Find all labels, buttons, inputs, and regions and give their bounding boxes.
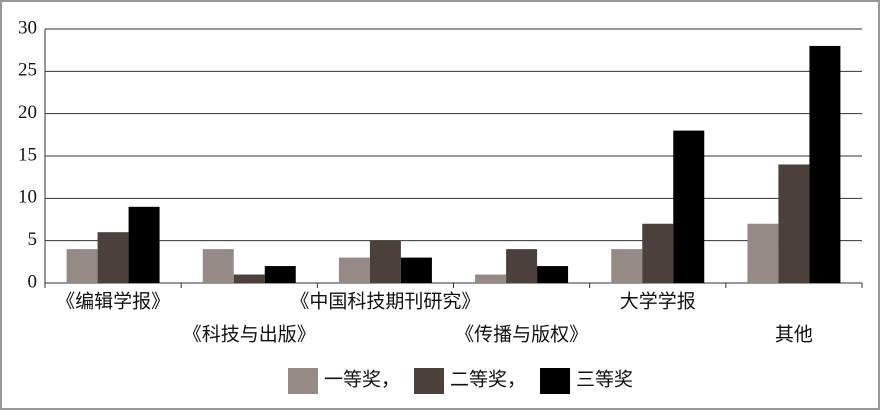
bar [97, 232, 129, 283]
legend-label: 一等奖， [324, 368, 400, 390]
bar [66, 249, 98, 283]
bar [778, 164, 810, 283]
bar [506, 249, 538, 283]
legend-swatch [288, 368, 318, 394]
legend-label: 二等奖， [450, 368, 526, 390]
bar [673, 130, 705, 283]
bar [642, 223, 674, 283]
bar [128, 206, 160, 283]
bar [747, 223, 779, 283]
bar [400, 257, 432, 283]
bar [475, 274, 507, 283]
y-tick-label: 15 [18, 144, 37, 165]
bar [369, 240, 401, 283]
x-tick-label: 《科技与出版》 [183, 323, 316, 345]
x-tick-label: 《中国科技期刊研究》 [290, 290, 480, 312]
x-tick-label: 其他 [775, 323, 813, 345]
x-tick-label: 《传播与版权》 [455, 323, 588, 345]
legend-label: 三等奖 [576, 368, 633, 390]
y-tick-label: 5 [28, 229, 38, 250]
y-tick-label: 0 [28, 271, 38, 292]
legend-swatch [540, 368, 571, 394]
legend-swatch [414, 368, 445, 394]
bar [202, 249, 234, 283]
bar [809, 45, 841, 283]
x-tick-label: 大学学报 [620, 290, 696, 312]
y-tick-label: 10 [18, 187, 37, 208]
bar [264, 266, 296, 283]
y-tick-label: 30 [18, 17, 37, 38]
bar [611, 249, 643, 283]
bar [338, 257, 370, 283]
y-tick-label: 20 [18, 102, 37, 123]
bar [233, 274, 265, 283]
y-tick-label: 25 [18, 60, 37, 81]
x-tick-label: 《编辑学报》 [56, 290, 170, 312]
bar [537, 266, 569, 283]
